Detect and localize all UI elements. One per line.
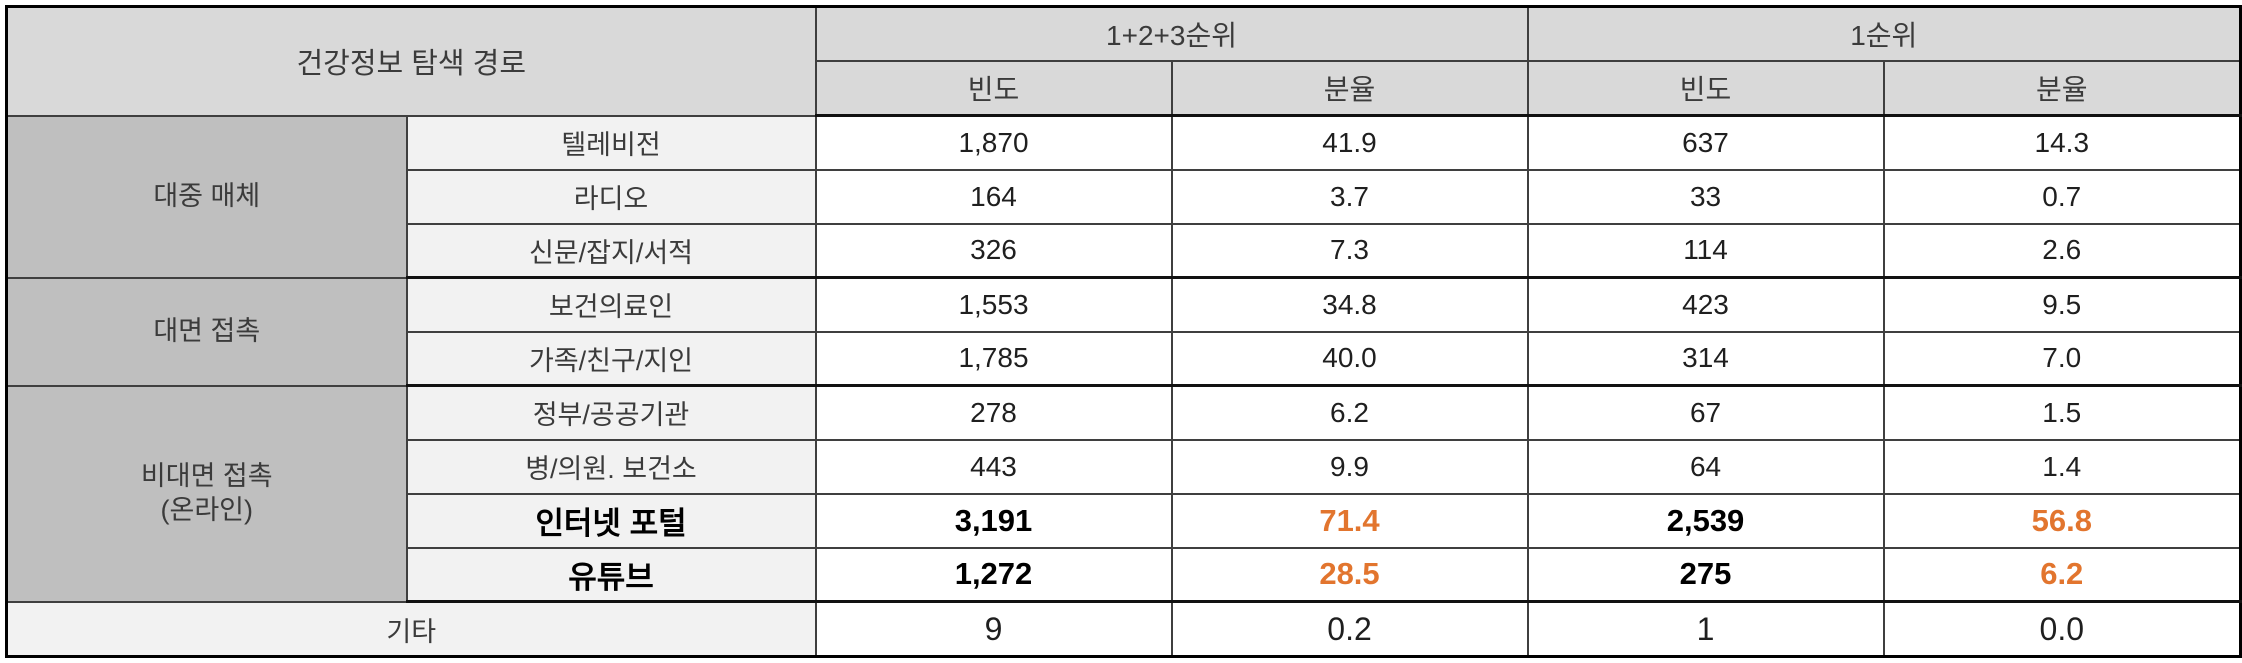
column-header-freq-rank123: 빈도 [814, 60, 1173, 117]
value-cell: 637 [1526, 114, 1885, 171]
group-label: 대면 접촉 [5, 276, 408, 387]
table-row: 대면 접촉 보건의료인 1,553 34.8 423 9.5 [5, 276, 2242, 387]
value-cell: 326 [814, 222, 1173, 279]
table-row-etc: 기타 9 0.2 1 0.0 [5, 600, 2242, 658]
value-cell: 9.9 [1170, 438, 1529, 495]
value-cell: 1,272 [814, 546, 1173, 603]
value-cell: 164 [814, 168, 1173, 225]
value-cell: 0.2 [1170, 600, 1529, 658]
value-cell: 1.5 [1882, 384, 2242, 441]
value-cell: 40.0 [1170, 330, 1529, 387]
table-row: 인터넷 포털 3,191 71.4 2,539 56.8 [7, 492, 2242, 549]
value-cell: 9.5 [1882, 276, 2242, 333]
column-header-freq-rank1: 빈도 [1526, 60, 1885, 117]
table-body: 대중 매체 텔레비전 1,870 41.9 637 14.3 라디오 164 3.7 33 0.7 신… [5, 114, 2242, 658]
value-cell: 443 [814, 438, 1173, 495]
table-row: 신문/잡지/서적 326 7.3 114 2.6 [7, 222, 2242, 279]
value-cell: 114 [1526, 222, 1885, 279]
value-cell: 9 [814, 600, 1173, 658]
table-row: 라디오 164 3.7 33 0.7 [7, 168, 2242, 225]
value-cell: 275 [1526, 546, 1885, 603]
row-label: 정부/공공기관 [405, 384, 817, 441]
value-cell: 1.4 [1882, 438, 2242, 495]
value-cell: 3.7 [1170, 168, 1529, 225]
row-label: 병/의원. 보건소 [405, 438, 817, 495]
value-cell: 1,870 [814, 114, 1173, 171]
column-group-rank1: 1순위 [1526, 5, 2242, 62]
table-row: 병/의원. 보건소 443 9.9 64 1.4 [7, 438, 2242, 495]
table-row: 대중 매체 텔레비전 1,870 41.9 637 14.3 [5, 114, 2242, 279]
column-group-rank123: 1+2+3순위 [814, 5, 1529, 62]
column-header-pct-rank123: 분율 [1170, 60, 1529, 117]
value-cell: 6.2 [1882, 546, 2242, 603]
table-row: 유튜브 1,272 28.5 275 6.2 [7, 546, 2242, 603]
value-cell: 2,539 [1526, 492, 1885, 549]
row-label: 가족/친구/지인 [405, 330, 817, 387]
value-cell: 7.0 [1882, 330, 2242, 387]
value-cell: 28.5 [1170, 546, 1529, 603]
health-info-search-path-table: 건강정보 탐색 경로 1+2+3순위 1순위 빈도 분율 빈도 분율 대중 매체… [5, 5, 2242, 658]
value-cell: 64 [1526, 438, 1885, 495]
value-cell: 71.4 [1170, 492, 1529, 549]
value-cell: 56.8 [1882, 492, 2242, 549]
row-label: 텔레비전 [405, 114, 817, 171]
value-cell: 1,785 [814, 330, 1173, 387]
row-label: 유튜브 [405, 546, 817, 603]
row-label: 신문/잡지/서적 [405, 222, 817, 279]
value-cell: 41.9 [1170, 114, 1529, 171]
value-cell: 423 [1526, 276, 1885, 333]
table-title: 건강정보 탐색 경로 [5, 5, 817, 117]
value-cell: 1,553 [814, 276, 1173, 333]
group-label: 대중 매체 [5, 114, 408, 279]
value-cell: 33 [1526, 168, 1885, 225]
value-cell: 34.8 [1170, 276, 1529, 333]
value-cell: 0.7 [1882, 168, 2242, 225]
table-row: 가족/친구/지인 1,785 40.0 314 7.0 [7, 330, 2242, 387]
column-header-pct-rank1: 분율 [1882, 60, 2242, 117]
value-cell: 7.3 [1170, 222, 1529, 279]
value-cell: 3,191 [814, 492, 1173, 549]
value-cell: 6.2 [1170, 384, 1529, 441]
table-header: 건강정보 탐색 경로 1+2+3순위 1순위 빈도 분율 빈도 분율 [5, 5, 2242, 117]
value-cell: 2.6 [1882, 222, 2242, 279]
value-cell: 67 [1526, 384, 1885, 441]
row-label: 라디오 [405, 168, 817, 225]
row-label: 보건의료인 [405, 276, 817, 333]
value-cell: 278 [814, 384, 1173, 441]
group-label: 비대면 접촉 (온라인) [5, 384, 408, 603]
footer-label: 기타 [5, 600, 817, 658]
value-cell: 0.0 [1882, 600, 2242, 658]
value-cell: 14.3 [1882, 114, 2242, 171]
value-cell: 314 [1526, 330, 1885, 387]
value-cell: 1 [1526, 600, 1885, 658]
table-row: 비대면 접촉 (온라인) 정부/공공기관 278 6.2 67 1.5 [5, 384, 2242, 603]
row-label: 인터넷 포털 [405, 492, 817, 549]
